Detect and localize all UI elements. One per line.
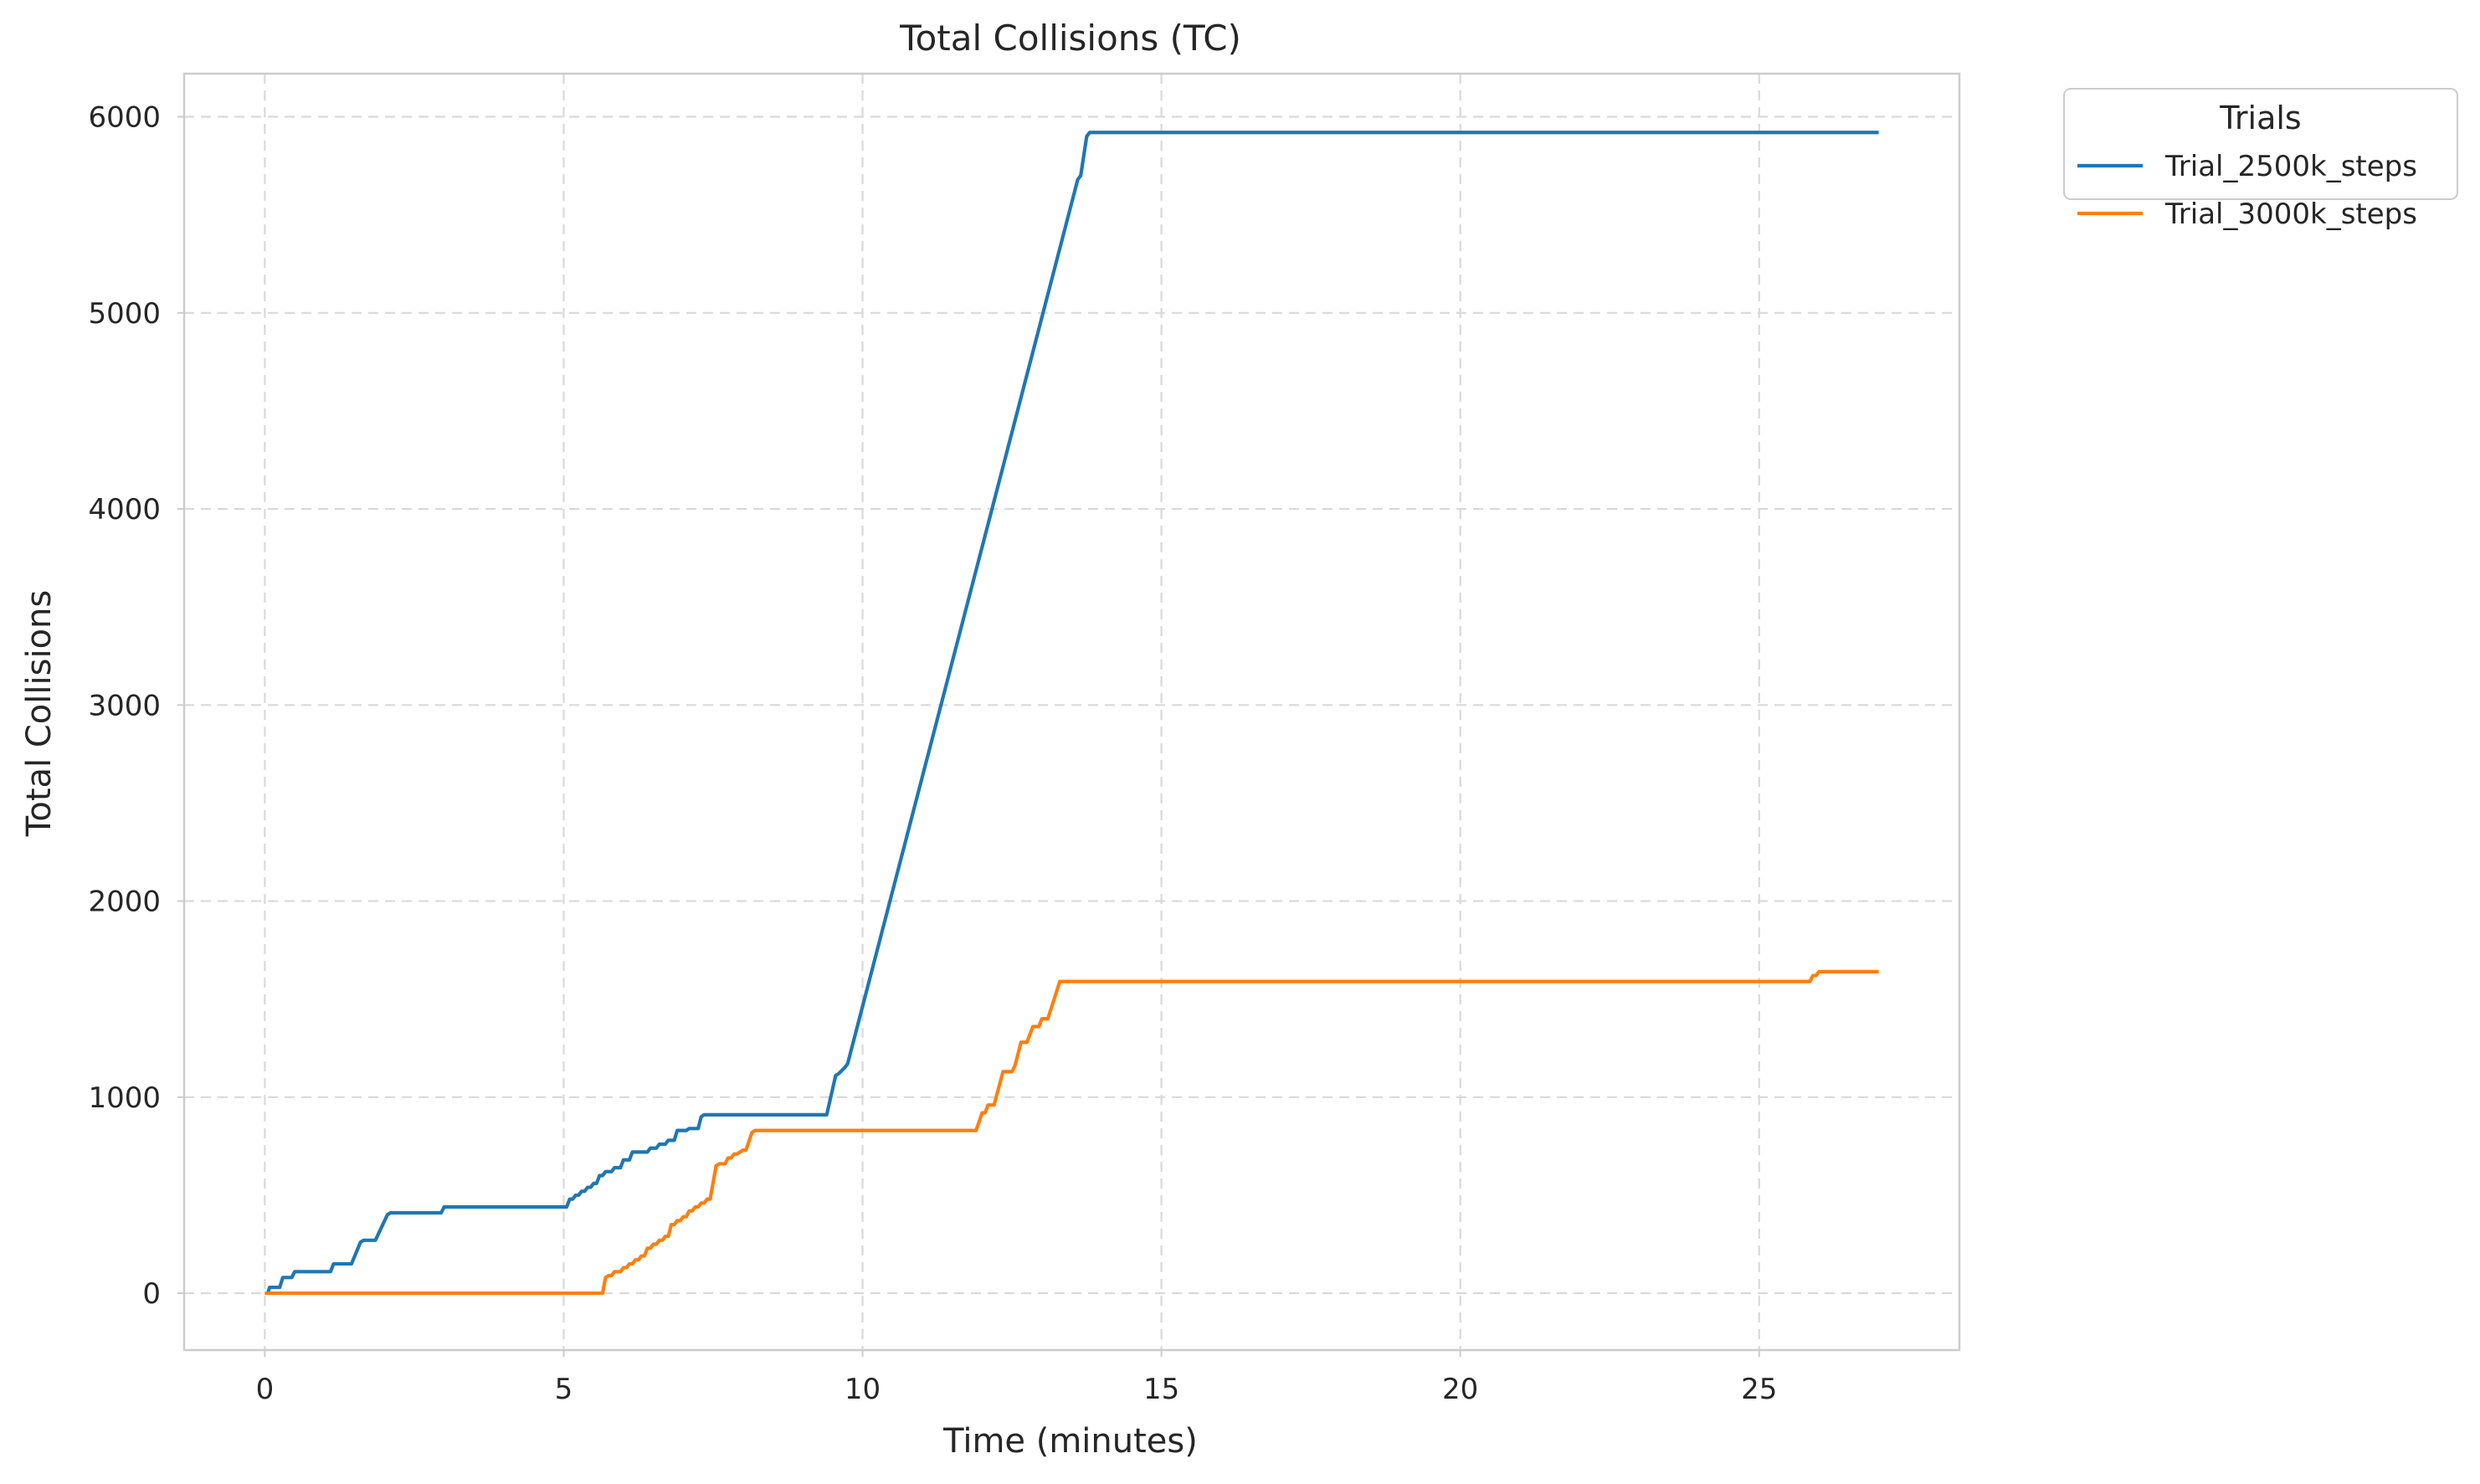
x-tick-label: 15 (1143, 1373, 1179, 1406)
x-tick-label: 0 (256, 1373, 275, 1406)
plot-frame (182, 72, 1961, 1352)
legend: Trials Trial_2500k_steps Trial_3000k_ste… (2063, 88, 2458, 231)
series-line-trial-2500k-steps (264, 131, 1879, 1296)
chart-title: Total Collisions (TC) (899, 18, 1241, 59)
y-axis-label: Total Collisions (20, 590, 59, 838)
y-tick-label: 0 (142, 1277, 161, 1311)
x-axis-label: Time (minutes) (942, 1422, 1198, 1461)
y-tick-label: 6000 (88, 101, 161, 135)
legend-box (2063, 88, 2458, 200)
y-tick-label: 3000 (88, 689, 161, 722)
x-tick-label: 20 (1442, 1373, 1478, 1406)
grid (184, 74, 1959, 1350)
x-tick-label: 5 (555, 1373, 573, 1406)
axis-ticks: 0 5 10 15 20 25 0 1000 2000 3000 4000 5000 6000 (88, 101, 1777, 1406)
y-tick-label: 1000 (88, 1081, 161, 1115)
x-tick-label: 10 (845, 1373, 881, 1406)
series-lines (264, 131, 1879, 1296)
y-tick-label: 5000 (88, 297, 161, 331)
legend-label-trial-3000k: Trial_3000k_steps (2164, 198, 2417, 231)
x-tick-label: 25 (1741, 1373, 1777, 1406)
legend-title: Trials (2219, 100, 2301, 136)
legend-label-trial-2500k: Trial_2500k_steps (2164, 150, 2417, 183)
y-tick-label: 2000 (88, 886, 161, 919)
series-line-trial-3000k-steps (264, 969, 1879, 1296)
y-tick-label: 4000 (88, 493, 161, 526)
